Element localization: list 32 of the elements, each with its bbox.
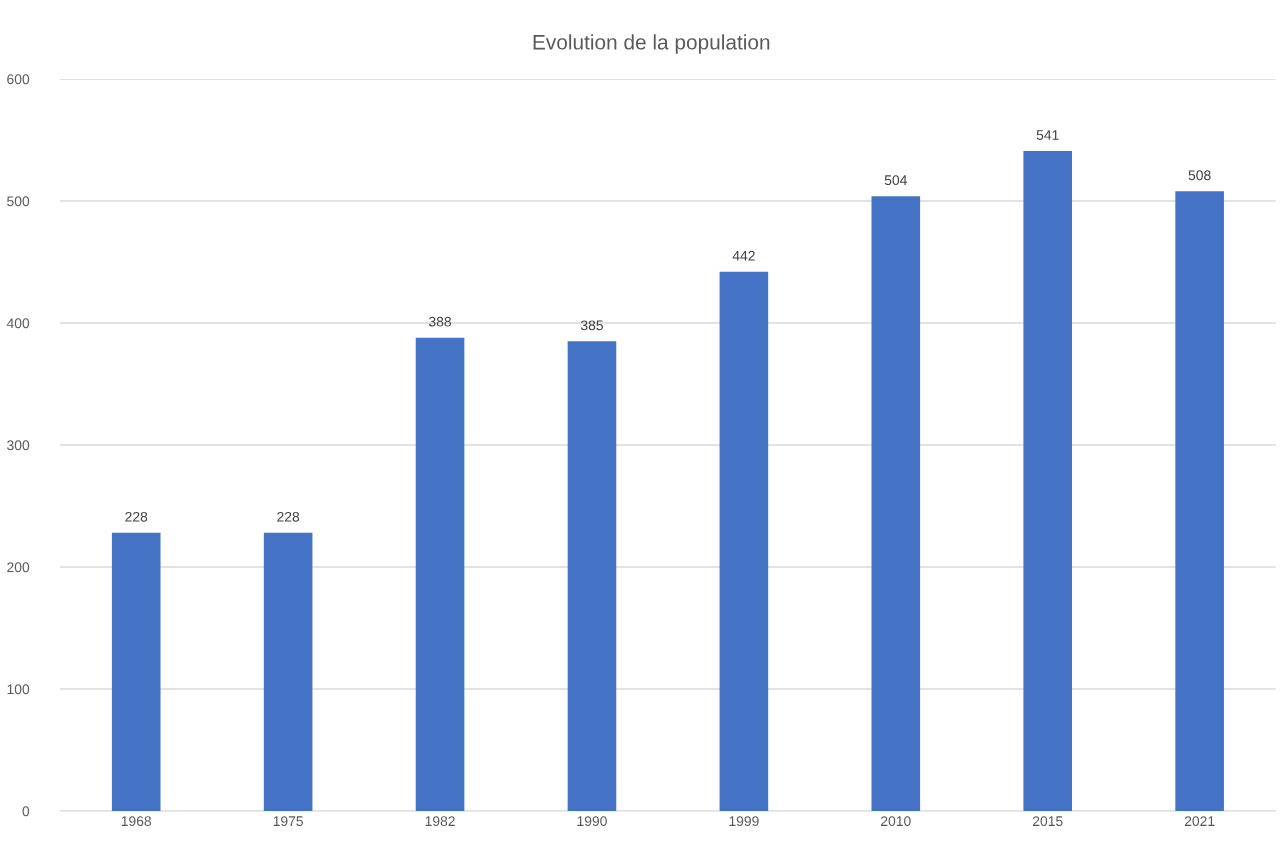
x-tick-label: 1999	[729, 816, 759, 827]
y-tick-label: 0	[22, 806, 30, 817]
bar	[567, 341, 617, 811]
bar	[1023, 150, 1073, 811]
x-tick-label: 2021	[1184, 816, 1215, 827]
bar	[719, 271, 769, 811]
y-tick-label: 300	[7, 440, 30, 451]
x-tick-label: 2015	[1032, 816, 1063, 827]
y-tick-label: 200	[7, 562, 30, 573]
data-label: 388	[428, 316, 452, 327]
x-tick-label: 1968	[121, 816, 152, 827]
y-tick-label: 100	[7, 684, 30, 695]
x-tick-label: 1990	[577, 816, 607, 827]
bar	[263, 532, 313, 811]
x-tick-label: 1975	[273, 816, 303, 827]
data-label: 504	[884, 175, 907, 186]
data-label: 385	[580, 320, 603, 331]
chart-title: Evolution de la population	[533, 34, 770, 54]
data-label: 442	[732, 250, 755, 261]
bar	[111, 532, 161, 811]
y-tick-label: 600	[7, 74, 30, 85]
y-tick-label: 500	[7, 196, 30, 207]
data-label: 228	[277, 511, 300, 522]
x-tick-label: 2010	[881, 816, 911, 827]
y-tick-label: 400	[6, 318, 30, 329]
data-label: 508	[1188, 170, 1211, 181]
x-tick-label: 1982	[425, 816, 455, 827]
bar	[415, 337, 465, 811]
data-label: 228	[125, 511, 148, 522]
bar	[871, 196, 921, 811]
data-label: 541	[1036, 130, 1059, 140]
bar	[1175, 191, 1224, 811]
